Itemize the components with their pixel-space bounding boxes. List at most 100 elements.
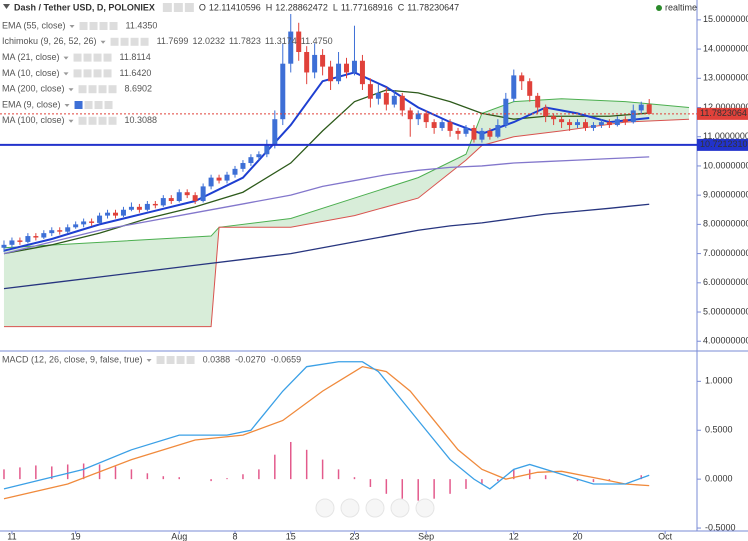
y-tick-label: 14.00000000 [703,43,748,53]
legend-value: -0.0270 [235,354,266,364]
x-tick-label: 15 [286,531,296,541]
legend-icon [73,69,82,78]
legend-icon [140,37,149,46]
legend-icon [166,356,175,364]
header-icon [173,3,183,12]
ichimoku-span-a [3,98,690,249]
legend-value: 11.3174 [265,36,297,46]
candle-body [113,212,119,216]
legend-icon [156,356,165,364]
legend-name: EMA (9, close) [2,99,61,109]
ohlc-label: O [199,2,206,12]
x-tick-label: 8 [232,531,237,541]
candle-body [296,31,302,53]
candle-body [288,31,294,64]
ohlc-value: 11.77168916 [341,2,393,12]
realtime-label: realtime [665,2,697,12]
y-tick-label: 4.00000000 [703,336,748,346]
x-tick-label: 23 [349,531,359,541]
candle-body [65,227,71,232]
candle-body [567,122,573,126]
candle-body [33,236,39,238]
legend-icon [109,22,118,30]
candle-body [527,81,533,96]
candle-body [622,119,628,123]
legend-value: 0.0388 [203,354,231,364]
nav-button[interactable] [390,498,410,518]
symbol-menu-icon [3,4,10,9]
legend-value: 10.3088 [125,115,158,125]
macd-line [3,361,650,490]
legend-icon [79,22,88,30]
legend-value: 11.8114 [120,52,151,62]
legend-value: 11.7823 [229,36,261,46]
candle-body [455,130,461,134]
y-tick-label: 13.00000000 [703,73,748,83]
candle-body [280,63,286,120]
y-tick-label: -0.5000 [705,522,736,532]
candle-body [17,240,23,242]
y-tick-label: 1.0000 [705,376,733,386]
candle-body [336,63,342,82]
y-tick-label: 5.00000000 [703,306,748,316]
candle-body [256,154,262,158]
legend-icon [83,69,92,78]
legend-icon [88,85,97,94]
header-icon [162,3,172,12]
candle-body [511,75,517,99]
candle-body [638,104,644,111]
candle-body [304,52,310,73]
legend-icon [108,85,117,94]
legend-name: MA (200, close) [2,84,65,94]
legend-name: MA (100, close) [2,115,65,125]
candle-body [312,54,318,73]
legend-icon [130,37,139,46]
ichimoku-span-b [3,118,690,328]
y-tick-label: 11.00000000 [703,131,748,141]
candle-body [471,127,477,140]
candle-body [646,104,652,114]
candle-body [590,125,596,128]
candle-body [248,157,254,164]
candle-body [495,125,501,137]
nav-buttons[interactable] [315,498,435,518]
nav-button[interactable] [340,498,360,518]
legend-value: 11.7699 [157,36,189,46]
legend-value: 11.6420 [120,68,152,78]
nav-button[interactable] [365,498,385,518]
ohlc-value: 12.28862472 [275,2,328,12]
candle-body [41,233,47,238]
candle-body [375,92,381,99]
candle-body [614,119,620,126]
nav-button[interactable] [315,498,335,518]
candle-body [184,192,190,196]
chart-title: Dash / Tether USD, D, POLONIEX [14,2,155,12]
candle-body [598,122,604,126]
candle-body [9,240,15,245]
legend-icon [94,101,103,109]
legend-icon [120,37,129,46]
ohlc-value: 12.11410596 [209,2,261,12]
nav-button[interactable] [415,498,435,518]
candle-body [1,244,7,248]
candle-body [447,122,453,131]
legend-icon [83,53,92,62]
candle-body [383,92,389,105]
y-tick-label: 10.00000000 [703,160,748,170]
legend-icon [108,116,117,125]
y-tick-label: 7.00000000 [703,248,748,258]
candle-body [582,122,588,128]
candle-body [367,84,373,99]
legend-icon [78,116,87,125]
signal-line [3,365,650,500]
candle-body [49,230,55,234]
legend-arrow [100,40,106,44]
legend-icon [93,53,102,62]
legend-icon [74,101,83,109]
candle-body [120,209,126,216]
macd-title: MACD (12, 26, close, 9, false, true) [2,354,143,364]
ohlc-label: C [398,2,405,12]
candle-body [431,122,437,128]
ma-line [3,203,650,290]
